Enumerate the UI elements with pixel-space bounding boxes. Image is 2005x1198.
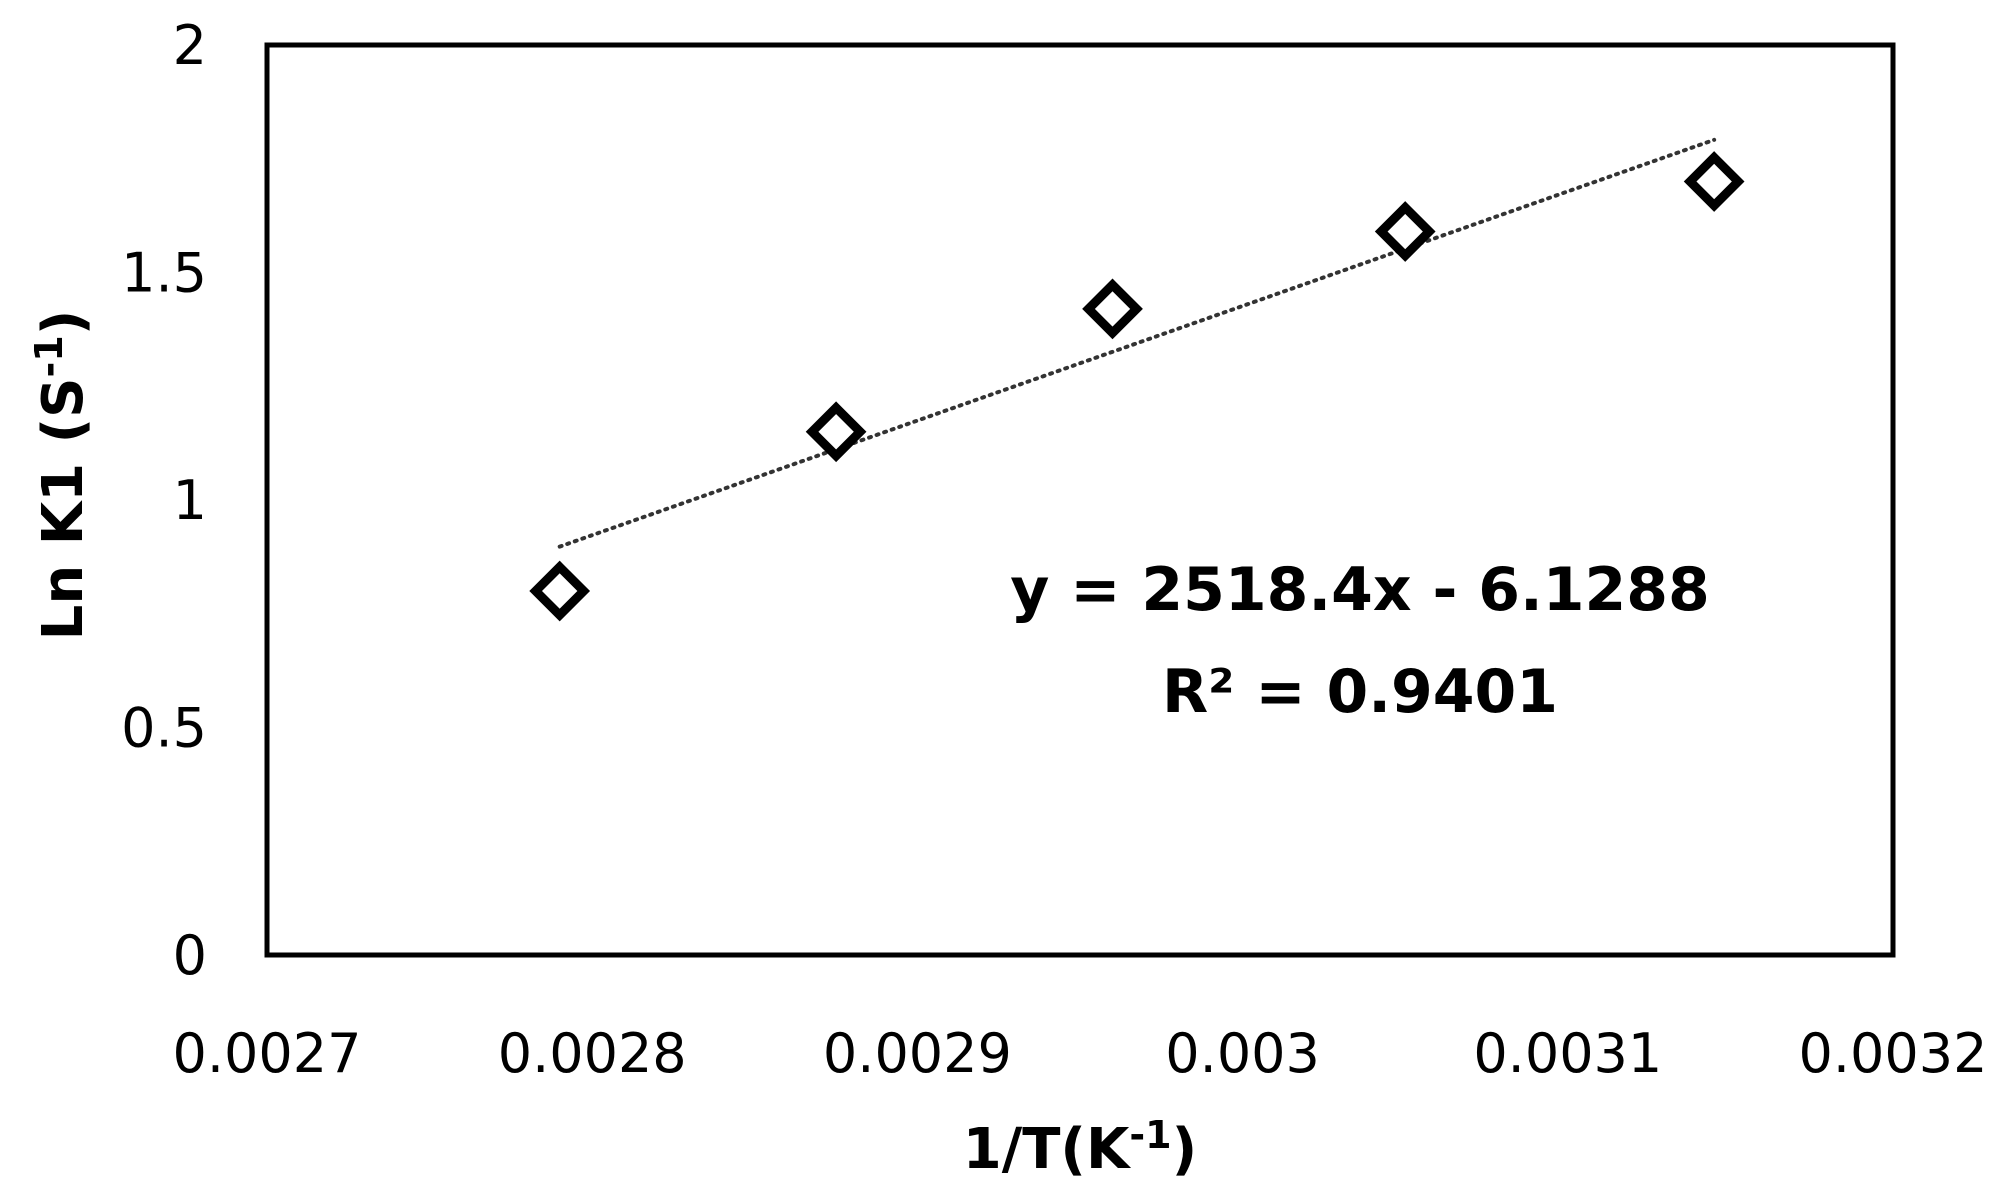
x-axis-title-main: 1/T(K: [963, 1117, 1132, 1182]
data-points: [529, 151, 1745, 622]
y-tick-label: 2: [173, 14, 207, 77]
y-tick-labels: 0 0.5 1 1.5 2: [121, 14, 207, 987]
data-point: [1683, 151, 1745, 212]
x-tick-labels: 0.0027 0.0028 0.0029 0.003 0.0031 0.0032: [173, 1022, 1988, 1085]
plot-area-frame: [264, 42, 1896, 958]
y-tick-label: 1.5: [121, 242, 207, 305]
y-axis-title: Ln K1 (S-1): [27, 310, 96, 641]
y-axis-title-end: ): [31, 310, 96, 336]
y-axis-title-main: Ln K1 (S: [31, 377, 96, 640]
y-tick-label: 1: [173, 469, 207, 532]
trendline: [557, 137, 1717, 549]
y-tick-label: 0.5: [121, 697, 207, 760]
y-axis-title-superscript: -1: [27, 335, 71, 377]
trendline-equation: y = 2518.4x - 6.1288: [1010, 555, 1710, 625]
data-point: [805, 401, 867, 463]
x-tick-label: 0.0029: [823, 1022, 1012, 1085]
x-tick-label: 0.0028: [498, 1022, 687, 1085]
x-tick-label: 0.003: [1165, 1022, 1320, 1085]
x-tick-label: 0.0031: [1473, 1022, 1662, 1085]
x-axis-title: 1/T(K-1): [963, 1113, 1197, 1182]
x-axis-title-end: ): [1172, 1117, 1198, 1182]
x-axis-title-superscript: -1: [1129, 1113, 1171, 1157]
x-tick-label: 0.0032: [1799, 1022, 1988, 1085]
data-point: [1374, 201, 1436, 262]
x-tick-label: 0.0027: [173, 1022, 362, 1085]
y-tick-label: 0: [173, 924, 207, 987]
data-point: [1082, 278, 1143, 340]
trendline-r-squared: R² = 0.9401: [1162, 657, 1558, 727]
data-point: [529, 560, 591, 622]
